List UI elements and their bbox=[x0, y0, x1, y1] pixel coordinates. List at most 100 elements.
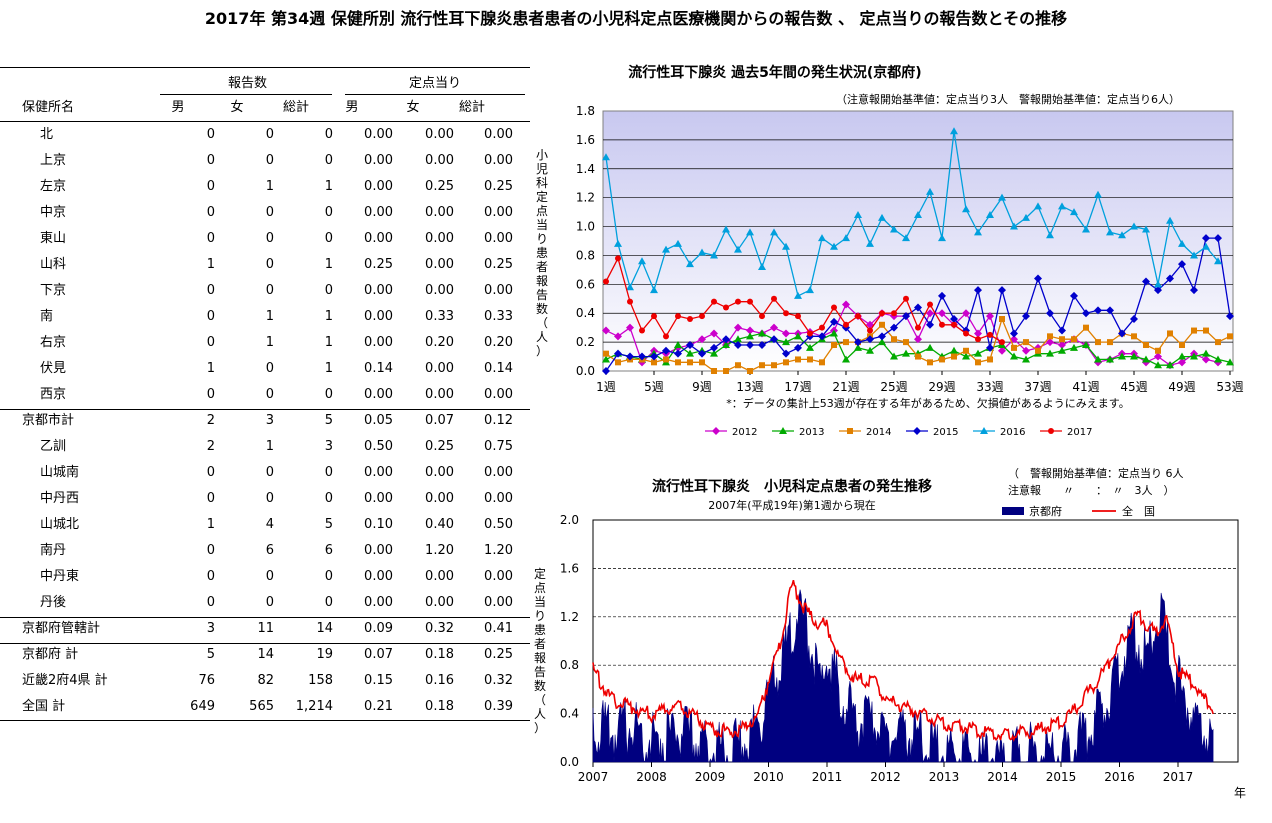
data-point bbox=[891, 336, 897, 343]
data-point bbox=[1154, 352, 1162, 361]
data-point bbox=[711, 368, 717, 374]
cell-value: 2 bbox=[206, 413, 215, 428]
data-point bbox=[674, 341, 682, 348]
data-point bbox=[795, 356, 801, 363]
data-point bbox=[651, 313, 657, 320]
cell-value: 0.09 bbox=[364, 621, 393, 636]
data-point bbox=[1178, 239, 1186, 247]
cell-value: 0.18 bbox=[425, 699, 454, 714]
cell-value: 0 bbox=[324, 491, 333, 506]
data-point bbox=[747, 368, 753, 374]
data-point bbox=[710, 329, 718, 338]
data-point bbox=[843, 321, 849, 328]
cell-value: 0 bbox=[324, 231, 333, 246]
data-point bbox=[938, 234, 946, 242]
data-point bbox=[1010, 335, 1018, 344]
y-tick-label: 1.0 bbox=[576, 220, 595, 234]
cell-value: 0.00 bbox=[484, 387, 513, 402]
cell-value: 0.00 bbox=[364, 309, 393, 324]
data-point bbox=[1202, 234, 1210, 243]
cell-value: 1 bbox=[324, 361, 333, 376]
data-point bbox=[686, 341, 694, 349]
data-point bbox=[1071, 336, 1077, 343]
data-point bbox=[975, 359, 981, 366]
data-point bbox=[866, 346, 874, 354]
data-point bbox=[699, 313, 705, 320]
data-point bbox=[974, 286, 982, 295]
data-point bbox=[783, 310, 789, 317]
data-point bbox=[627, 298, 633, 305]
data-point bbox=[1214, 234, 1222, 243]
data-point bbox=[759, 362, 765, 369]
x-tick-label: 45週 bbox=[1120, 380, 1147, 394]
y-axis-label-char: 人 bbox=[534, 707, 546, 721]
data-point bbox=[879, 321, 885, 328]
data-point bbox=[1022, 355, 1030, 363]
cell-value: 0.16 bbox=[425, 673, 454, 688]
data-point bbox=[914, 211, 922, 218]
page-title: 2017年 第34週 保健所別 流行性耳下腺炎患者患者の小児科定点医療機関からの… bbox=[204, 9, 1068, 28]
data-point bbox=[746, 341, 754, 349]
cell-value: 82 bbox=[257, 673, 274, 688]
header-per-sentinel: 定点当り bbox=[408, 76, 461, 91]
line-national bbox=[592, 579, 1214, 743]
annotation-line: 注意報 〃 ： 〃 3人 ） bbox=[1008, 483, 1175, 497]
data-point bbox=[927, 359, 933, 366]
cell-value: 0 bbox=[324, 387, 333, 402]
data-point bbox=[1094, 190, 1102, 198]
data-point bbox=[963, 330, 969, 337]
row-name: 京都市計 bbox=[22, 413, 75, 428]
cell-value: 0.00 bbox=[364, 153, 393, 168]
data-point bbox=[1130, 222, 1138, 230]
data-point bbox=[626, 283, 634, 291]
cell-value: 1 bbox=[206, 257, 215, 272]
data-point bbox=[1106, 355, 1114, 363]
chart-title: 流行性耳下腺炎 過去5年間の発生状況(京都府) bbox=[628, 64, 921, 81]
data-point bbox=[1166, 361, 1174, 369]
cell-value: 0.00 bbox=[425, 569, 454, 584]
x-tick-label: 2017 bbox=[1163, 770, 1194, 784]
cell-value: 0.00 bbox=[425, 257, 454, 272]
cell-value: 0.14 bbox=[484, 361, 513, 376]
cell-value: 0 bbox=[206, 127, 215, 142]
data-point bbox=[1178, 260, 1186, 269]
data-point bbox=[818, 332, 826, 341]
data-point bbox=[867, 327, 873, 334]
cell-value: 0.21 bbox=[364, 699, 393, 714]
data-point bbox=[1058, 346, 1066, 354]
data-point bbox=[879, 310, 885, 317]
data-point bbox=[962, 352, 970, 360]
chart-trend: 流行性耳下腺炎 小児科定点患者の発生推移 2007年(平成19年)第1週から現在 （… bbox=[534, 466, 1246, 800]
data-point bbox=[734, 341, 742, 349]
data-point bbox=[1058, 326, 1066, 335]
row-name: 中丹西 bbox=[40, 491, 80, 506]
data-point bbox=[698, 349, 706, 358]
data-point bbox=[1214, 257, 1222, 265]
cell-value: 0.00 bbox=[484, 127, 513, 142]
legend-marker bbox=[1048, 428, 1054, 434]
data-point bbox=[1118, 231, 1126, 239]
data-point bbox=[1190, 251, 1198, 259]
row-name: 中京 bbox=[40, 205, 67, 220]
cell-value: 0.00 bbox=[484, 231, 513, 246]
data-point bbox=[746, 228, 754, 236]
legend-marker bbox=[980, 427, 988, 434]
data-point bbox=[951, 353, 957, 360]
data-point bbox=[915, 324, 921, 331]
x-tick-label: 49週 bbox=[1168, 380, 1195, 394]
section-rule bbox=[0, 617, 530, 618]
cell-value: 0 bbox=[206, 387, 215, 402]
cell-value: 0 bbox=[206, 231, 215, 246]
data-point bbox=[1154, 280, 1162, 288]
x-tick-label: 2009 bbox=[695, 770, 726, 784]
cell-value: 0 bbox=[265, 283, 274, 298]
y-axis-label-char: 数 bbox=[534, 678, 546, 693]
data-point bbox=[1202, 242, 1210, 250]
data-point bbox=[710, 251, 718, 259]
data-point bbox=[819, 359, 825, 366]
cell-value: 0.00 bbox=[364, 335, 393, 350]
data-point bbox=[854, 211, 862, 218]
data-point bbox=[1166, 274, 1174, 283]
